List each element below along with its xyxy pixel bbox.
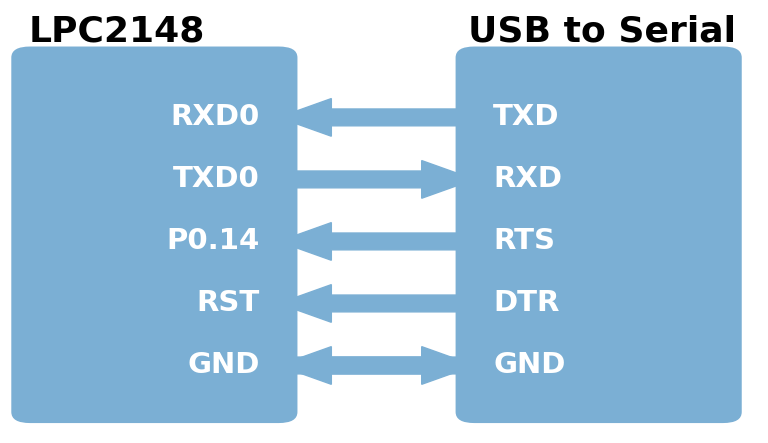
FancyArrow shape: [279, 346, 475, 385]
Text: GND: GND: [187, 351, 260, 380]
Text: P0.14: P0.14: [167, 227, 260, 256]
Text: RST: RST: [197, 289, 260, 318]
Text: RTS: RTS: [493, 227, 555, 256]
Text: LPC2148: LPC2148: [28, 14, 205, 48]
Text: TXD: TXD: [493, 103, 560, 132]
FancyArrow shape: [279, 346, 475, 385]
Text: TXD0: TXD0: [173, 165, 260, 194]
Text: USB to Serial: USB to Serial: [468, 14, 737, 48]
FancyArrow shape: [279, 99, 475, 136]
Text: GND: GND: [493, 351, 565, 380]
Text: RXD0: RXD0: [170, 103, 260, 132]
FancyBboxPatch shape: [455, 47, 742, 423]
FancyArrow shape: [279, 285, 475, 323]
Text: DTR: DTR: [493, 289, 560, 318]
FancyArrow shape: [279, 161, 475, 198]
FancyArrow shape: [279, 222, 475, 260]
FancyBboxPatch shape: [12, 47, 297, 423]
Text: RXD: RXD: [493, 165, 562, 194]
